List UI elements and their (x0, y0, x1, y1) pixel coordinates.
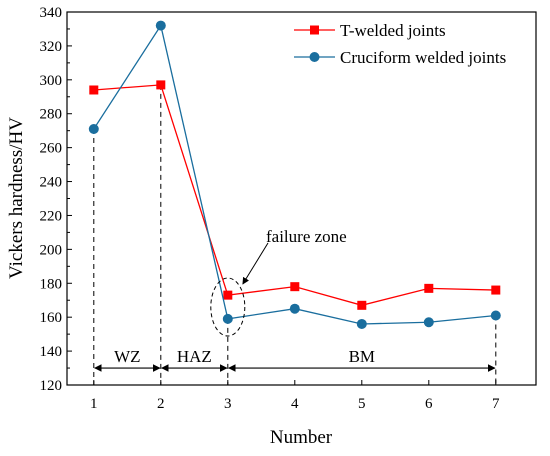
y-tick-label: 200 (40, 242, 63, 258)
y-tick-label: 140 (40, 344, 63, 360)
data-series (88, 20, 501, 329)
zone-label: HAZ (177, 347, 212, 366)
series-line (93, 23, 496, 325)
x-tick-label: 5 (358, 396, 366, 412)
data-point-square (424, 283, 434, 293)
y-tick-label: 240 (40, 175, 63, 191)
x-tick-label: 1 (90, 396, 98, 412)
data-point-square (223, 290, 233, 300)
y-tick-label: 280 (40, 107, 63, 123)
x-tick-label: 7 (492, 396, 500, 412)
zone-label: WZ (114, 347, 140, 366)
series-line (93, 84, 496, 306)
data-point-square (357, 300, 367, 310)
legend-label: T-welded joints (340, 21, 446, 40)
y-tick-label: 340 (40, 5, 63, 21)
y-tick-label: 180 (40, 276, 63, 292)
legend-label: Cruciform welded joints (340, 48, 506, 67)
legend-marker-square (310, 25, 319, 35)
data-point-square (290, 282, 300, 292)
x-tick-label: 4 (291, 396, 299, 412)
y-tick-label: 260 (40, 141, 63, 157)
y-tick-label: 320 (40, 39, 63, 55)
y-tick-label: 120 (40, 378, 63, 394)
y-axis: 120 140 160 180 200 220 240 260 280 300 320 340 (40, 5, 72, 394)
y-tick-label: 160 (40, 310, 63, 326)
data-point-circle (356, 318, 367, 329)
y-tick-label: 220 (40, 208, 63, 224)
failure-zone-label: failure zone (266, 227, 347, 246)
x-tick-label: 6 (425, 396, 433, 412)
legend: T-welded joints Cruciform welded joints (294, 21, 506, 67)
zone-markers: WZ HAZ BM (93, 84, 497, 385)
y-tick-label: 300 (40, 73, 63, 89)
failure-zone-ellipse (210, 277, 246, 337)
x-tick-label: 3 (224, 396, 232, 412)
data-point-circle (88, 123, 99, 134)
data-point-circle (222, 313, 233, 324)
y-axis-label: Vickers hardness/HV (6, 117, 27, 279)
failure-zone-arrow (242, 242, 269, 285)
x-tick-label: 2 (157, 396, 165, 412)
x-axis-label: Number (270, 427, 333, 448)
data-point-circle (289, 303, 300, 314)
zone-label: BM (349, 347, 375, 366)
data-point-square (89, 85, 99, 95)
plot-frame (66, 11, 537, 386)
data-point-circle (423, 317, 434, 328)
data-point-square (491, 285, 501, 295)
data-point-square (156, 80, 166, 90)
legend-marker-circle (309, 52, 320, 62)
failure-zone-annotation: failure zone (210, 227, 347, 337)
data-point-circle (490, 310, 501, 321)
data-point-circle (155, 20, 166, 31)
